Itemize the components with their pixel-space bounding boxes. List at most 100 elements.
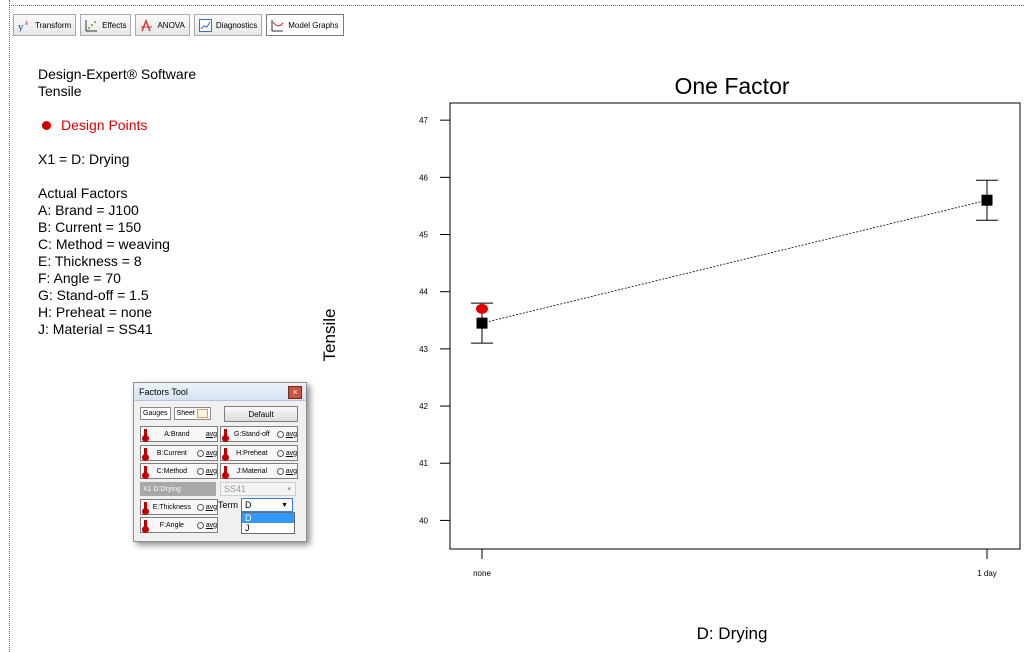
prediction-line [481,199,988,324]
factor-gauge-label: E:Thickness [152,503,191,511]
anova-icon [140,18,153,32]
tab-effects-label: Effects [102,20,127,30]
radio-icon[interactable] [276,449,284,457]
radio-icon[interactable] [196,467,204,475]
actual-factor: F: Angle = 70 [38,270,121,286]
avg-link[interactable]: avg [205,503,217,511]
term-option[interactable]: D [242,513,294,523]
actual-factors-title: Actual Factors [38,185,128,201]
y-tick-label: 40 [419,516,428,525]
gauges-toggle[interactable]: Gauges [140,407,171,420]
tab-model-graphs[interactable]: Model Graphs [266,14,344,36]
model-graphs-icon [271,19,284,32]
actual-factor: C: Method = weaving [38,236,170,252]
actual-factor: A: Brand = J100 [38,202,139,218]
frame-border-left [9,0,10,652]
y-tick-label: 41 [419,459,428,468]
factor-gauge-label: F:Angle [159,521,184,529]
sheet-icon [196,409,208,418]
x1-drying-bar[interactable]: X1 D:Drying [140,482,216,496]
x-axis-label: D: Drying [696,624,768,643]
frame-border-top [9,5,1024,6]
factor-gauge-preheat[interactable]: H:Preheat avg [220,445,298,461]
avg-link[interactable]: avg [285,467,297,475]
avg-link[interactable]: avg [285,430,297,438]
design-points-legend: Design Points [42,117,196,134]
factor-gauge-thickness[interactable]: E:Thickness avg [140,499,218,515]
thermometer-icon [222,429,229,442]
thermometer-icon [142,429,149,442]
factors-tool-window[interactable]: Factors Tool × Gauges Sheet Default A:Br… [133,382,307,542]
radio-icon[interactable] [276,430,284,438]
thermometer-icon [142,466,149,479]
design-point-marker-icon [42,121,51,130]
x-tick-label: none [473,569,491,578]
avg-link[interactable]: avg [205,430,217,438]
factor-gauge-material[interactable]: J:Material avg [220,463,298,479]
factor-gauge-brand[interactable]: A:Brand avg [140,426,218,442]
tab-anova[interactable]: ANOVA [135,14,190,36]
default-button[interactable]: Default [224,406,298,422]
y-tick-label: 42 [419,402,428,411]
y-tick-label: 45 [419,231,428,240]
actual-factor: E: Thickness = 8 [38,253,142,269]
chevron-down-icon: ▼ [281,501,288,509]
y-tick-label: 44 [419,288,428,297]
factor-gauge-current[interactable]: B:Current avg [140,445,218,461]
close-icon[interactable]: × [288,386,302,399]
factor-gauge-angle[interactable]: F:Angle avg [140,517,218,533]
term-select[interactable]: D ▼ [241,498,293,512]
factor-gauge-label: C:Method [156,467,188,475]
design-points-label: Design Points [61,117,148,133]
design-point [476,303,488,314]
actual-factor: J: Material = SS41 [38,321,153,337]
actual-factor: B: Current = 150 [38,219,142,235]
prediction-point [981,194,993,206]
thermometer-icon [222,466,229,479]
term-dropdown-list[interactable]: D J [241,512,295,534]
tab-anova-label: ANOVA [157,20,185,30]
avg-link[interactable]: avg [285,449,297,457]
term-select-value: D [245,500,252,510]
avg-link[interactable]: avg [205,521,217,529]
actual-factor: H: Preheat = none [38,304,153,320]
avg-link[interactable]: avg [205,467,217,475]
factor-gauge-label: A:Brand [164,430,190,438]
factor-gauge-standoff[interactable]: G:Stand-off avg [220,426,298,442]
factors-tool-titlebar[interactable]: Factors Tool [134,383,306,401]
prediction-point [476,317,488,329]
factor-gauge-label: G:Stand-off [234,430,270,438]
factor-gauge-method[interactable]: C:Method avg [140,463,218,479]
factor-gauge-label: J:Material [236,467,268,475]
sheet-label: Sheet [176,410,195,417]
tab-model-graphs-label: Model Graphs [288,20,339,30]
avg-link[interactable]: avg [205,449,217,457]
thermometer-icon [222,448,229,461]
x1-factor: X1 = D: Drying [38,151,130,167]
effects-icon [85,19,98,32]
tab-diagnostics-label: Diagnostics [215,20,258,30]
sheet-toggle[interactable]: Sheet [173,407,211,420]
response-name: Tensile [38,83,82,99]
graph-legend: Design-Expert® Software Tensile Design P… [38,66,196,338]
y-tick-label: 46 [419,173,428,182]
radio-icon[interactable] [196,521,204,529]
radio-icon[interactable] [196,449,204,457]
chart-title: One Factor [674,73,790,99]
tab-effects[interactable]: Effects [80,14,132,36]
svg-text:y: y [18,21,24,32]
actual-factor: G: Stand-off = 1.5 [38,287,149,303]
factor-gauge-label: B:Current [156,449,187,457]
drying-value: SS41 [224,484,247,494]
radio-icon[interactable] [196,503,204,511]
term-option[interactable]: J [245,523,250,533]
tab-diagnostics[interactable]: Diagnostics [193,14,263,36]
software-name: Design-Expert® Software [38,66,197,82]
tab-transform-label: Transform [35,20,72,30]
diagnostics-icon [198,18,212,32]
term-label: Term [218,500,238,510]
radio-icon[interactable] [276,467,284,475]
